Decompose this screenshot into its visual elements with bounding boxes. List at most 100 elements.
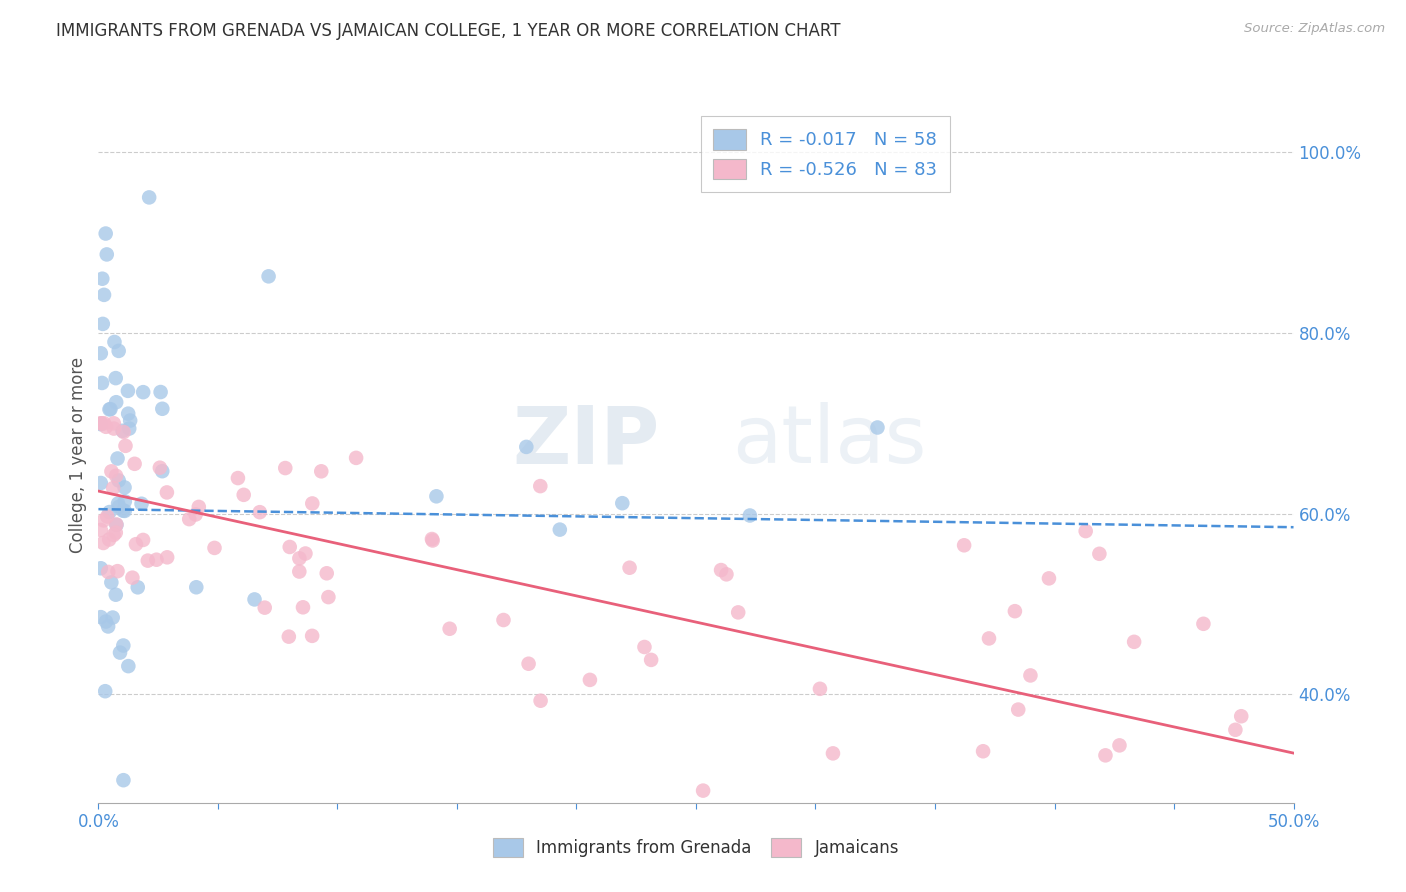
Point — [243, 592, 266, 607]
Point — [1230, 709, 1253, 723]
Point — [529, 479, 551, 493]
Point — [94, 227, 117, 241]
Text: atlas: atlas — [733, 402, 927, 480]
Point — [727, 606, 749, 620]
Point — [103, 528, 125, 542]
Point — [132, 533, 155, 547]
Point — [1004, 604, 1026, 618]
Point — [127, 580, 149, 594]
Point — [90, 610, 112, 624]
Legend: Immigrants from Grenada, Jamaicans: Immigrants from Grenada, Jamaicans — [486, 831, 905, 864]
Point — [112, 425, 135, 439]
Point — [98, 505, 121, 519]
Point — [529, 694, 551, 708]
Text: Source: ZipAtlas.com: Source: ZipAtlas.com — [1244, 22, 1385, 36]
Point — [149, 460, 172, 475]
Point — [150, 401, 173, 416]
Point — [103, 417, 125, 431]
Point — [179, 512, 201, 526]
Point — [318, 590, 340, 604]
Point — [710, 563, 733, 577]
Point — [1088, 547, 1111, 561]
Point — [184, 508, 207, 522]
Point — [187, 500, 209, 514]
Point — [100, 464, 122, 478]
Point — [1019, 668, 1042, 682]
Point — [91, 317, 114, 331]
Point — [132, 385, 155, 400]
Point — [977, 632, 1000, 646]
Point — [145, 552, 167, 566]
Point — [253, 600, 276, 615]
Point — [156, 550, 179, 565]
Point — [100, 575, 122, 590]
Point — [91, 376, 114, 390]
Point — [93, 417, 115, 431]
Point — [117, 384, 139, 398]
Point — [274, 461, 297, 475]
Text: IMMIGRANTS FROM GRENADA VS JAMAICAN COLLEGE, 1 YEAR OR MORE CORRELATION CHART: IMMIGRANTS FROM GRENADA VS JAMAICAN COLL… — [56, 22, 841, 40]
Point — [101, 481, 124, 495]
Point — [150, 464, 173, 478]
Point — [1094, 748, 1116, 763]
Point — [96, 509, 118, 524]
Point — [138, 190, 160, 204]
Point — [90, 417, 112, 431]
Point — [439, 622, 461, 636]
Point — [98, 533, 121, 547]
Point — [94, 419, 117, 434]
Point — [1108, 739, 1130, 753]
Point — [420, 532, 443, 546]
Point — [93, 513, 115, 527]
Point — [108, 500, 131, 514]
Text: ZIP: ZIP — [513, 402, 661, 480]
Point — [953, 538, 976, 552]
Point — [1074, 524, 1097, 538]
Point — [131, 497, 153, 511]
Point — [104, 525, 127, 540]
Point — [288, 551, 311, 566]
Y-axis label: College, 1 year or more: College, 1 year or more — [69, 357, 87, 553]
Point — [738, 508, 761, 523]
Point — [107, 564, 129, 578]
Point — [90, 417, 112, 431]
Point — [716, 567, 738, 582]
Point — [156, 485, 179, 500]
Point — [548, 523, 571, 537]
Point — [301, 496, 323, 510]
Point — [972, 744, 994, 758]
Point — [1225, 723, 1247, 737]
Point — [103, 334, 125, 349]
Point — [114, 439, 136, 453]
Point — [107, 497, 129, 511]
Point — [277, 630, 299, 644]
Point — [104, 588, 127, 602]
Point — [249, 505, 271, 519]
Point — [257, 269, 280, 284]
Point — [517, 657, 540, 671]
Point — [93, 288, 115, 302]
Point — [692, 783, 714, 797]
Point — [90, 523, 112, 537]
Point — [107, 343, 129, 358]
Point — [114, 480, 136, 494]
Point — [866, 420, 889, 434]
Point — [96, 247, 118, 261]
Point — [90, 475, 112, 490]
Point — [301, 629, 323, 643]
Point — [100, 402, 122, 417]
Point — [112, 773, 135, 788]
Point — [291, 600, 314, 615]
Point — [1038, 571, 1060, 585]
Point — [107, 451, 129, 466]
Point — [91, 271, 114, 285]
Point — [91, 536, 114, 550]
Point — [311, 464, 333, 478]
Point — [136, 554, 159, 568]
Point — [104, 371, 127, 385]
Point — [640, 653, 662, 667]
Point — [492, 613, 515, 627]
Point — [105, 517, 128, 532]
Point — [288, 565, 311, 579]
Point — [1123, 635, 1146, 649]
